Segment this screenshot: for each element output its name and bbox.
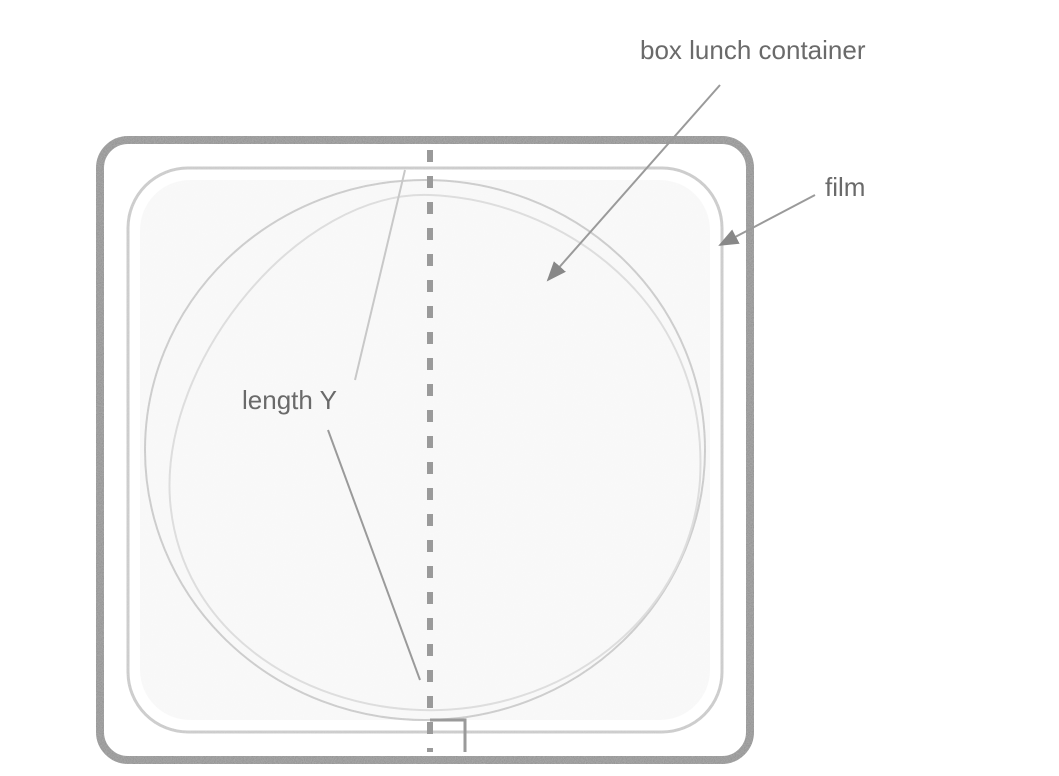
label-box-lunch-container: box lunch container [640,35,865,66]
label-film: film [825,172,865,203]
right-angle-marker [430,720,465,752]
film-arrow [720,195,815,245]
diagram-svg [0,0,1059,776]
label-length-y: length Y [242,385,337,416]
diagram-canvas: box lunch container film length Y [0,0,1059,776]
